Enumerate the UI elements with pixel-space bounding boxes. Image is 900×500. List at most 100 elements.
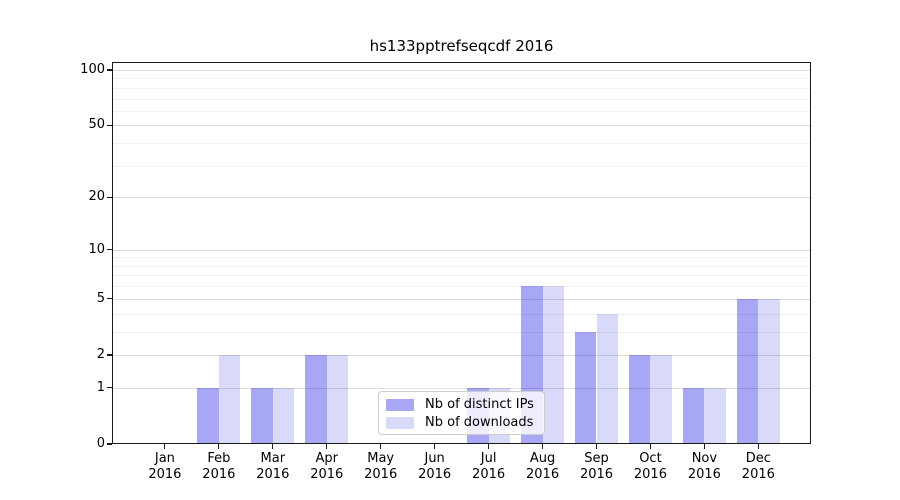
gridline-major-1 [112, 387, 811, 389]
legend-entry-downloads: Nb of downloads [379, 414, 544, 432]
x-tick-mark-mar [272, 444, 274, 449]
y-tick-mark-1 [107, 387, 112, 389]
bar-downloads-oct [650, 354, 673, 444]
x-tick-year: 2016 [202, 466, 236, 482]
x-tick-year: 2016 [687, 466, 721, 482]
x-tick-year: 2016 [633, 466, 667, 482]
gridline-minor-40 [112, 143, 811, 145]
x-tick-mark-jun [434, 444, 436, 449]
x-tick-mark-oct [649, 444, 652, 449]
x-tick-month: Jul [480, 451, 497, 466]
gridline-minor-30 [112, 165, 811, 167]
x-tick-label-nov: Nov 2016 [674, 451, 734, 482]
x-tick-label-may: May 2016 [351, 451, 411, 482]
x-tick-month: Oct [639, 451, 662, 466]
legend-label-distinct-ips: Nb of distinct IPs [425, 397, 534, 412]
gridline-minor-60 [112, 110, 811, 112]
y-tick-mark-2 [107, 354, 112, 356]
legend-swatch-downloads [386, 417, 414, 429]
x-tick-month: Mar [260, 451, 286, 466]
x-tick-label-apr: Apr 2016 [297, 451, 357, 482]
x-tick-year: 2016 [256, 466, 290, 482]
x-tick-mark-jul [488, 444, 490, 449]
x-tick-year: 2016 [472, 466, 506, 482]
y-tick-label-10: 10 [88, 241, 105, 257]
bar-distinct-ips-mar [251, 387, 273, 444]
bar-downloads-aug [542, 286, 565, 444]
x-tick-year: 2016 [310, 466, 344, 482]
plot-area [112, 62, 811, 444]
bar-downloads-feb [218, 354, 241, 444]
x-tick-label-sep: Sep 2016 [567, 451, 627, 482]
gridline-minor-4 [112, 313, 811, 315]
y-tick-mark-20 [107, 196, 112, 198]
x-tick-year: 2016 [741, 466, 775, 482]
x-tick-month: Nov [691, 451, 718, 466]
gridline-major-5 [112, 298, 811, 300]
legend-entry-distinct-ips: Nb of distinct IPs [379, 396, 544, 414]
y-tick-mark-5 [107, 298, 112, 300]
bar-distinct-ips-nov [682, 387, 705, 444]
y-tick-label-100: 100 [80, 62, 105, 77]
y-tick-mark-10 [107, 249, 112, 251]
gridline-minor-90 [112, 78, 811, 80]
x-tick-label-feb: Feb 2016 [189, 451, 249, 482]
gridline-minor-6 [112, 286, 811, 288]
bar-distinct-ips-feb [197, 387, 219, 444]
bar-downloads-apr [326, 354, 349, 444]
x-tick-mark-aug [541, 444, 544, 449]
x-tick-year: 2016 [418, 466, 452, 482]
x-tick-label-jan: Jan 2016 [135, 451, 195, 482]
x-tick-month: Apr [315, 451, 339, 466]
x-tick-label-jun: Jun 2016 [405, 451, 465, 482]
chart-title: hs133pptrefseqcdf 2016 [369, 37, 554, 55]
y-tick-label-20: 20 [88, 189, 105, 205]
x-tick-mark-jan [164, 444, 166, 449]
x-tick-label-dec: Dec 2016 [728, 451, 788, 482]
gridline-minor-80 [112, 87, 811, 89]
y-tick-label-0: 0 [96, 436, 105, 451]
bar-distinct-ips-dec [736, 298, 759, 444]
gridline-minor-7 [112, 275, 811, 277]
x-tick-month: Jun [424, 451, 445, 466]
x-tick-mark-may [380, 444, 382, 449]
x-tick-mark-sep [595, 444, 598, 449]
y-tick-label-5: 5 [96, 290, 105, 306]
y-tick-label-2: 2 [96, 346, 105, 362]
gridline-major-2 [112, 354, 811, 356]
y-tick-mark-100 [107, 69, 112, 71]
x-tick-mark-apr [326, 444, 328, 449]
gridline-minor-3 [112, 331, 811, 333]
gridline-minor-9 [112, 257, 811, 259]
bar-distinct-ips-oct [628, 354, 651, 444]
gridline-major-10 [112, 249, 811, 251]
bar-downloads-sep [596, 313, 619, 444]
gridline-major-50 [112, 125, 811, 127]
x-tick-month: May [367, 451, 395, 466]
x-tick-label-jul: Jul 2016 [459, 451, 519, 482]
y-tick-label-50: 50 [88, 117, 105, 133]
x-tick-label-mar: Mar 2016 [243, 451, 303, 482]
x-tick-month: Jan [154, 451, 175, 466]
x-tick-mark-nov [703, 444, 705, 449]
x-tick-year: 2016 [579, 466, 614, 482]
gridline-minor-70 [112, 98, 811, 100]
bar-distinct-ips-sep [574, 331, 597, 444]
x-tick-year: 2016 [526, 466, 560, 482]
gridline-minor-8 [112, 265, 811, 267]
y-tick-mark-0 [107, 443, 112, 445]
gridline-major-20 [112, 197, 811, 199]
x-tick-year: 2016 [364, 466, 398, 482]
legend-swatch-distinct-ips [386, 399, 414, 411]
x-tick-label-aug: Aug 2016 [513, 451, 573, 482]
x-tick-mark-dec [757, 444, 759, 449]
legend-label-downloads: Nb of downloads [425, 415, 534, 430]
bar-distinct-ips-apr [305, 354, 327, 444]
x-tick-label-oct: Oct 2016 [620, 451, 680, 482]
x-tick-month: Sep [584, 451, 609, 466]
bar-downloads-mar [272, 387, 295, 444]
x-tick-month: Dec [745, 451, 771, 466]
x-tick-year: 2016 [148, 466, 182, 482]
bar-downloads-dec [758, 298, 780, 444]
